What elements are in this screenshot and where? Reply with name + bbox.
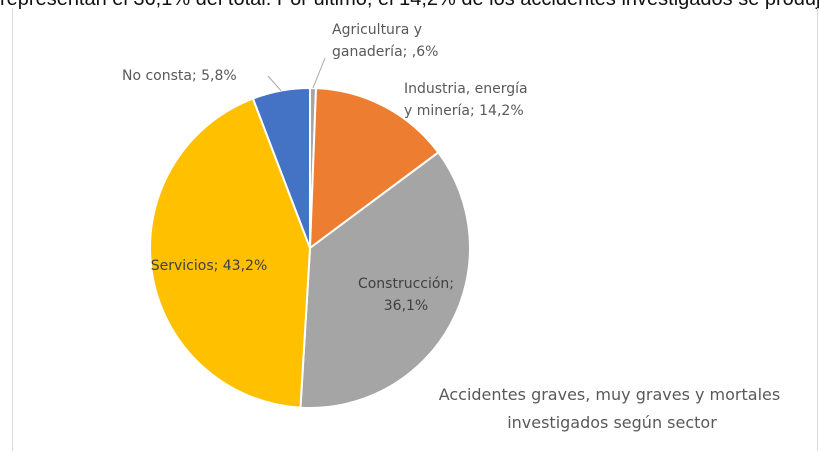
leader-lines bbox=[267, 57, 326, 92]
slice-label-2: Industria, energía y minería; 14,2% bbox=[404, 81, 528, 119]
chart-title-line-2: investigados según sector bbox=[507, 413, 717, 432]
leader-line-1 bbox=[312, 57, 326, 89]
pie-slices bbox=[149, 86, 471, 409]
slice-label-line: 36,1% bbox=[384, 298, 428, 314]
slice-label-line: Agricultura y bbox=[332, 22, 422, 38]
chart-title-line-1: Accidentes graves, muy graves y mortales bbox=[439, 385, 781, 404]
slice-label-4: Servicios; 43,2% bbox=[151, 258, 268, 274]
pie-slice-4 bbox=[149, 97, 312, 409]
leader-line-5 bbox=[267, 75, 282, 92]
pie-slice-2 bbox=[308, 87, 440, 251]
chart-frame bbox=[12, 8, 818, 451]
slice-label-line: Servicios; 43,2% bbox=[151, 258, 268, 274]
slice-label-line: Construcción; bbox=[358, 276, 454, 292]
slice-label-1: Agricultura y ganadería; ,6% bbox=[332, 22, 438, 60]
slice-label-5: No consta; 5,8% bbox=[122, 68, 237, 84]
slice-label-line: Industria, energía bbox=[404, 81, 528, 97]
slice-label-line: ganadería; ,6% bbox=[332, 44, 438, 60]
pie-slice-3 bbox=[299, 151, 471, 409]
slice-label-line: No consta; 5,8% bbox=[122, 68, 237, 84]
slice-label-3: Construcción; 36,1% bbox=[358, 276, 454, 314]
slice-label-line: y minería; 14,2% bbox=[404, 103, 524, 119]
chart-title: Accidentes graves, muy graves y mortales… bbox=[439, 385, 786, 432]
document-text-line: representan el 36,1% del total. Por últi… bbox=[0, 0, 819, 12]
data-labels: Agricultura y ganadería; ,6% Industria, en… bbox=[122, 22, 528, 314]
